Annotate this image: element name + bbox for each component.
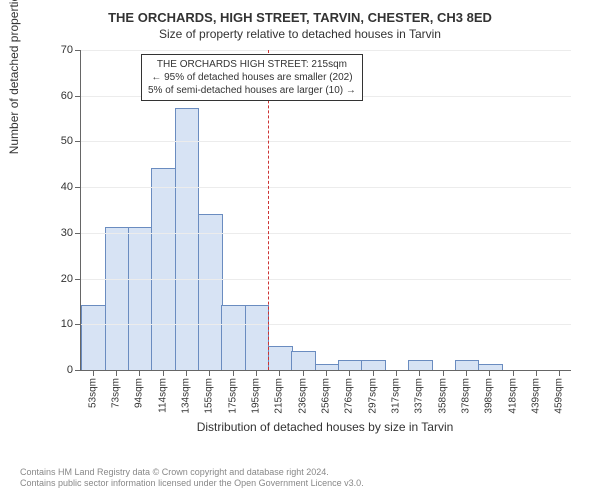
x-tick-label: 94sqm	[134, 378, 145, 408]
x-axis-label: Distribution of detached houses by size …	[80, 420, 570, 434]
x-tick	[326, 370, 327, 376]
histogram-bar	[81, 305, 105, 370]
histogram-bar	[175, 108, 199, 370]
x-tick	[256, 370, 257, 376]
chart-title-main: THE ORCHARDS, HIGH STREET, TARVIN, CHEST…	[0, 0, 600, 25]
y-tick	[75, 141, 81, 142]
x-tick	[349, 370, 350, 376]
x-tick-label: 358sqm	[437, 378, 448, 414]
x-tick	[93, 370, 94, 376]
x-tick	[373, 370, 374, 376]
y-tick-label: 70	[61, 44, 73, 56]
y-tick-label: 40	[61, 181, 73, 193]
y-tick	[75, 50, 81, 51]
histogram-bar	[338, 360, 362, 370]
y-tick-label: 20	[61, 273, 73, 285]
x-tick	[209, 370, 210, 376]
annotation-line: THE ORCHARDS HIGH STREET: 215sqm	[148, 58, 356, 71]
y-tick	[75, 279, 81, 280]
histogram-bar	[221, 305, 245, 370]
x-tick-label: 155sqm	[204, 378, 215, 414]
y-tick-label: 10	[61, 318, 73, 330]
y-tick	[75, 324, 81, 325]
annotation-line: ← 95% of detached houses are smaller (20…	[148, 71, 356, 84]
x-tick	[466, 370, 467, 376]
x-tick-label: 418sqm	[507, 378, 518, 414]
x-tick	[186, 370, 187, 376]
grid-line	[81, 187, 571, 188]
chart-title-sub: Size of property relative to detached ho…	[0, 25, 600, 41]
x-tick-label: 53sqm	[87, 378, 98, 408]
chart-area: Number of detached properties 0102030405…	[50, 50, 570, 410]
grid-line	[81, 279, 571, 280]
histogram-bar	[291, 351, 315, 370]
y-tick-label: 30	[61, 227, 73, 239]
x-tick-label: 175sqm	[227, 378, 238, 414]
histogram-bar	[268, 346, 292, 370]
grid-line	[81, 50, 571, 51]
grid-line	[81, 141, 571, 142]
x-tick-label: 439sqm	[531, 378, 542, 414]
histogram-bar	[408, 360, 432, 370]
footer-attribution: Contains HM Land Registry data © Crown c…	[20, 467, 364, 490]
x-tick-label: 297sqm	[367, 378, 378, 414]
x-tick-label: 459sqm	[554, 378, 565, 414]
x-tick-label: 134sqm	[181, 378, 192, 414]
footer-line-2: Contains public sector information licen…	[20, 478, 364, 490]
x-tick	[396, 370, 397, 376]
footer-line-1: Contains HM Land Registry data © Crown c…	[20, 467, 364, 479]
x-tick-label: 317sqm	[391, 378, 402, 414]
x-tick	[233, 370, 234, 376]
annotation-box: THE ORCHARDS HIGH STREET: 215sqm← 95% of…	[141, 54, 363, 101]
plot-area: 01020304050607053sqm73sqm94sqm114sqm134s…	[80, 50, 571, 371]
x-tick-label: 73sqm	[111, 378, 122, 408]
histogram-bar	[455, 360, 479, 370]
histogram-bar	[105, 227, 129, 370]
y-tick	[75, 96, 81, 97]
y-tick-label: 60	[61, 90, 73, 102]
x-tick-label: 215sqm	[274, 378, 285, 414]
x-tick-label: 195sqm	[251, 378, 262, 414]
x-tick	[279, 370, 280, 376]
histogram-bar	[128, 227, 152, 370]
x-tick	[419, 370, 420, 376]
x-tick-label: 378sqm	[461, 378, 472, 414]
x-tick	[139, 370, 140, 376]
grid-line	[81, 324, 571, 325]
histogram-bar	[198, 214, 222, 370]
x-tick	[513, 370, 514, 376]
y-tick	[75, 233, 81, 234]
x-tick-label: 337sqm	[414, 378, 425, 414]
x-tick-label: 114sqm	[157, 378, 168, 413]
x-tick-label: 256sqm	[321, 378, 332, 414]
histogram-bar	[245, 305, 269, 370]
y-tick	[75, 187, 81, 188]
y-tick-label: 50	[61, 135, 73, 147]
grid-line	[81, 233, 571, 234]
x-tick	[116, 370, 117, 376]
x-tick	[536, 370, 537, 376]
y-tick-label: 0	[67, 364, 73, 376]
x-tick	[559, 370, 560, 376]
histogram-bar	[361, 360, 385, 370]
annotation-line: 5% of semi-detached houses are larger (1…	[148, 84, 356, 97]
x-tick-label: 236sqm	[297, 378, 308, 414]
x-tick	[443, 370, 444, 376]
y-axis-label: Number of detached properties	[7, 0, 21, 154]
x-tick-label: 398sqm	[484, 378, 495, 414]
x-tick	[489, 370, 490, 376]
histogram-bar	[151, 168, 175, 370]
x-tick-label: 276sqm	[344, 378, 355, 414]
x-tick	[163, 370, 164, 376]
x-tick	[303, 370, 304, 376]
y-tick	[75, 370, 81, 371]
